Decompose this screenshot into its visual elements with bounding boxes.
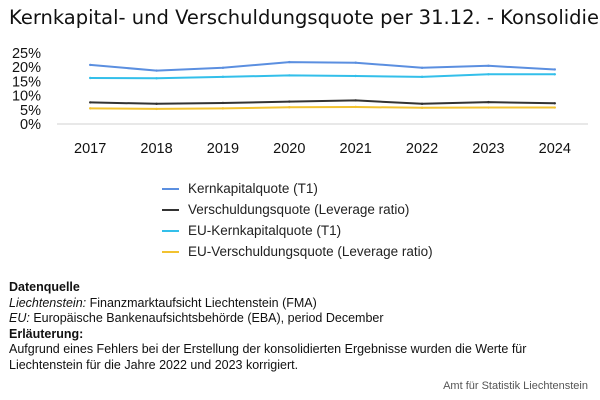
legend: Kernkapitalquote (T1) Verschuldungsquote…	[162, 178, 433, 262]
series-line[interactable]	[90, 106, 555, 110]
source-li-text: Finanzmarktaufsicht Liechtenstein (FMA)	[86, 295, 317, 310]
data-point[interactable]	[155, 77, 158, 80]
explanation-text: Aufgrund eines Fehlers bei der Erstellun…	[9, 342, 527, 372]
notes: Datenquelle Liechtenstein: Finanzmarktau…	[9, 280, 589, 373]
line-chart: 0%5%10%15%20%25% 2017 2018 2019 2020 2021 202…	[12, 46, 588, 157]
data-point[interactable]	[354, 105, 357, 109]
data-point[interactable]	[288, 74, 291, 77]
data-point[interactable]	[553, 106, 557, 109]
data-point[interactable]	[354, 61, 357, 64]
data-point[interactable]	[553, 68, 557, 71]
source-li-label: Liechtenstein:	[9, 295, 87, 310]
source-liechtenstein: Liechtenstein: Finanzmarktaufsicht Liech…	[9, 296, 589, 312]
source-eu-label: EU:	[9, 311, 30, 325]
data-point[interactable]	[221, 107, 225, 110]
legend-label: Kernkapitalquote (T1)	[188, 181, 318, 196]
y-tick-label: 10%	[12, 89, 41, 105]
legend-swatch	[162, 229, 179, 232]
legend-item[interactable]: EU-Verschuldungsquote (Leverage ratio)	[162, 241, 433, 262]
y-tick-label: 0%	[20, 117, 41, 133]
data-point[interactable]	[88, 101, 92, 104]
source-heading: Datenquelle	[9, 280, 80, 294]
legend-label: EU-Verschuldungsquote (Leverage ratio)	[188, 244, 433, 259]
data-point[interactable]	[155, 102, 158, 106]
x-tick-label: 2019	[207, 141, 239, 157]
data-point[interactable]	[155, 107, 158, 111]
data-point[interactable]	[487, 106, 490, 109]
legend-swatch	[162, 187, 179, 190]
series-line[interactable]	[90, 61, 555, 72]
legend-item[interactable]: Kernkapitalquote (T1)	[162, 178, 433, 199]
footer-credit: Amt für Statistik Liechtenstein	[443, 380, 588, 392]
data-point[interactable]	[88, 76, 92, 80]
series-line[interactable]	[90, 99, 555, 105]
data-point[interactable]	[221, 75, 225, 79]
data-point[interactable]	[553, 73, 557, 76]
series-line[interactable]	[90, 73, 555, 80]
data-point[interactable]	[221, 66, 225, 69]
legend-swatch	[162, 250, 179, 253]
explanation-heading: Erläuterung:	[9, 326, 84, 341]
data-point[interactable]	[354, 74, 357, 78]
legend-label: EU-Kernkapitalquote (T1)	[188, 223, 342, 238]
y-tick-label: 20%	[12, 60, 41, 76]
legend-item[interactable]: EU-Kernkapitalquote (T1)	[162, 220, 433, 241]
data-point[interactable]	[420, 106, 424, 110]
data-point[interactable]	[420, 66, 424, 69]
data-point[interactable]	[288, 60, 291, 64]
x-axis: 2017 2018 2019 2020 2021 2022 2023 2024	[74, 141, 571, 157]
legend-swatch	[162, 208, 179, 211]
data-point[interactable]	[221, 101, 225, 105]
data-point[interactable]	[420, 75, 424, 79]
legend-item[interactable]: Verschuldungsquote (Leverage ratio)	[162, 199, 433, 220]
y-axis: 0%5%10%15%20%25%	[12, 46, 41, 133]
x-tick-label: 2021	[340, 141, 372, 157]
x-tick-label: 2022	[406, 141, 438, 157]
data-point[interactable]	[487, 100, 490, 104]
data-point[interactable]	[155, 69, 158, 72]
data-point[interactable]	[487, 64, 490, 67]
source-eu: EU: Europäische Bankenaufsichtsbehörde (…	[9, 311, 589, 327]
source-eu-text: Europäische Bankenaufsichtsbehörde (EBA)…	[29, 311, 384, 325]
x-tick-label: 2017	[74, 141, 106, 157]
data-point[interactable]	[88, 63, 92, 67]
legend-label: Verschuldungsquote (Leverage ratio)	[188, 202, 410, 217]
y-tick-label: 25%	[12, 46, 41, 62]
y-tick-label: 15%	[12, 74, 41, 90]
y-tick-label: 5%	[20, 103, 41, 119]
x-tick-label: 2018	[140, 141, 172, 157]
x-tick-label: 2023	[472, 141, 504, 157]
data-point[interactable]	[288, 100, 291, 103]
data-point[interactable]	[88, 107, 92, 110]
data-point[interactable]	[288, 106, 291, 109]
series-layer	[88, 60, 557, 111]
chart-title: Kernkapital- und Verschuldungsquote per …	[9, 6, 600, 29]
data-point[interactable]	[354, 99, 357, 102]
data-point[interactable]	[487, 73, 490, 76]
data-point[interactable]	[553, 102, 557, 105]
x-tick-label: 2020	[273, 141, 305, 157]
data-point[interactable]	[420, 102, 424, 106]
x-tick-label: 2024	[539, 141, 571, 157]
